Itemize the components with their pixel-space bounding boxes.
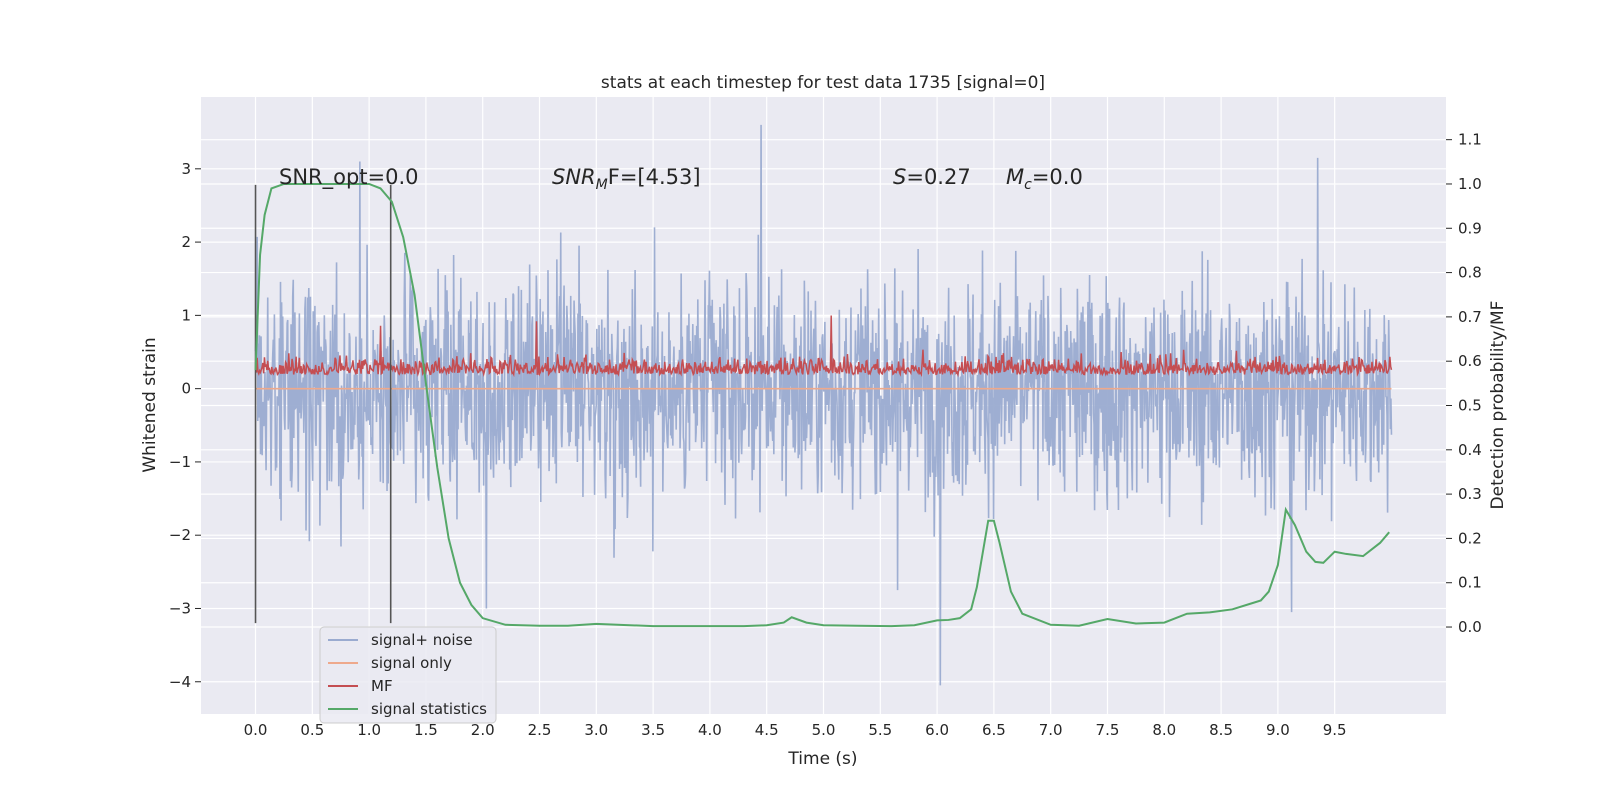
annotation-snr-opt: SNR_opt=0.0	[279, 165, 419, 190]
signal-statistics-line	[254, 182, 1390, 628]
chart-title: stats at each timestep for test data 173…	[601, 73, 1045, 93]
x-tick-label-19: 9.5	[1323, 721, 1347, 739]
mf-line	[254, 315, 1393, 378]
legend-label-signal-noise: signal+ noise	[371, 631, 473, 649]
y2-tick-label-10: 1.0	[1458, 175, 1482, 193]
y2-tick-label-3: 0.3	[1458, 485, 1482, 503]
x-tick-label-4: 2.0	[471, 721, 495, 739]
y2-tick-label-0: 0.0	[1458, 618, 1482, 636]
y2-tick-label-5: 0.5	[1458, 397, 1482, 415]
x-tick-label-6: 3.0	[584, 721, 608, 739]
legend: signal+ noise signal only MF signal stat…	[319, 626, 497, 724]
y-tick-label-0: −4	[169, 673, 191, 691]
x-tick-label-5: 2.5	[528, 721, 552, 739]
y-axis-label: Whitened strain	[140, 337, 160, 472]
vertical-markers	[254, 184, 392, 624]
x-tick-label-12: 6.0	[925, 721, 949, 739]
y2-tick-label-4: 0.4	[1458, 441, 1482, 459]
x-tick-labels: 0.0 0.5 1.0 1.5 2.0 2.5 3.0 3.5 4.0 4.5 5.0 5.5 6.0 6…	[244, 721, 1347, 739]
legend-label-signal-only: signal only	[371, 654, 452, 672]
y-tick-label-5: 1	[181, 306, 191, 324]
y2-tick-label-1: 0.1	[1458, 574, 1482, 592]
x-tick-label-16: 8.0	[1152, 721, 1176, 739]
y-tick-labels: −4 −3 −2 −1 0 1 2 3	[169, 160, 201, 691]
x-tick-label-13: 6.5	[982, 721, 1006, 739]
annotation-s: S=0.27	[893, 165, 971, 189]
annotation-snr-mf: SNRMF=[4.53]	[552, 165, 701, 193]
annotation-mc: Mc=0.0	[1006, 165, 1083, 193]
x-axis-label: Time (s)	[787, 749, 857, 769]
x-tick-label-8: 4.0	[698, 721, 722, 739]
x-tick-label-1: 0.5	[300, 721, 324, 739]
y2-tick-label-8: 0.8	[1458, 264, 1482, 282]
y2-tick-labels: 0.0 0.1 0.2 0.3 0.4 0.5 0.6 0.7 0.8 0.9 1.0 1.1	[1446, 131, 1482, 636]
legend-label-mf: MF	[371, 677, 393, 695]
y2-tick-label-9: 0.9	[1458, 219, 1482, 237]
y2-axis-label: Detection probability/MF	[1488, 301, 1508, 510]
series-signal-statistics	[254, 182, 1390, 628]
y-tick-label-6: 2	[181, 233, 191, 251]
y2-tick-label-11: 1.1	[1458, 131, 1482, 149]
x-tick-label-3: 1.5	[414, 721, 438, 739]
x-tick-label-9: 4.5	[755, 721, 779, 739]
x-tick-label-18: 9.0	[1266, 721, 1290, 739]
y-tick-label-2: −2	[169, 526, 191, 544]
series-mf	[254, 315, 1393, 378]
y-tick-label-1: −3	[169, 599, 191, 617]
x-tick-label-7: 3.5	[641, 721, 665, 739]
x-tick-label-10: 5.0	[812, 721, 836, 739]
legend-box	[319, 626, 497, 724]
legend-label-signal-statistics: signal statistics	[371, 700, 487, 718]
x-tick-label-2: 1.0	[357, 721, 381, 739]
y-tick-label-7: 3	[181, 160, 191, 178]
y2-tick-label-7: 0.7	[1458, 308, 1482, 326]
x-tick-label-15: 7.5	[1096, 721, 1120, 739]
y2-tick-label-6: 0.6	[1458, 352, 1482, 370]
y-tick-label-4: 0	[181, 380, 191, 398]
x-tick-label-17: 8.5	[1209, 721, 1233, 739]
x-tick-label-14: 7.0	[1039, 721, 1063, 739]
y2-tick-label-2: 0.2	[1458, 529, 1482, 547]
y-tick-label-3: −1	[169, 453, 191, 471]
x-tick-label-11: 5.5	[868, 721, 892, 739]
x-tick-label-0: 0.0	[244, 721, 268, 739]
